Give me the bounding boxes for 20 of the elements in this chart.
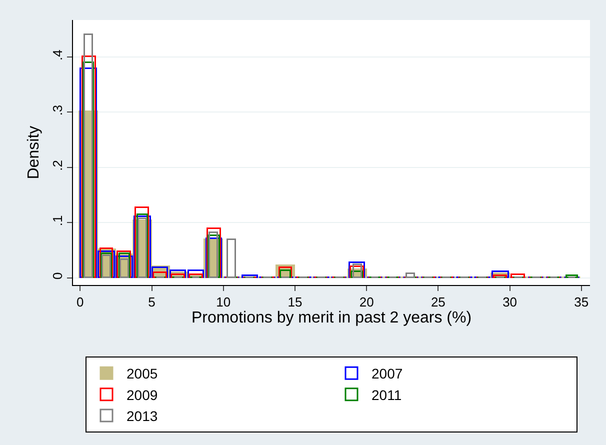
- x-tick-label: 5: [148, 294, 156, 310]
- y-tick-label: .3: [50, 104, 65, 116]
- legend-label: 2013: [126, 408, 158, 424]
- x-tick-label: 35: [574, 294, 589, 310]
- legend-label: 2005: [126, 366, 158, 382]
- x-tick-label: 0: [76, 294, 84, 310]
- x-axis-title: Promotions by merit in past 2 years (%): [191, 310, 472, 327]
- y-axis-title: Density: [26, 126, 43, 180]
- y-tick-label: .4: [50, 50, 65, 60]
- legend-label: 2011: [372, 386, 402, 403]
- y-tick-label: .2: [50, 160, 65, 171]
- x-tick-label: 15: [288, 294, 302, 310]
- y-tick-label: .1: [50, 215, 65, 226]
- x-tick-label: 25: [430, 294, 446, 310]
- legend-label: 2009: [126, 386, 158, 403]
- x-tick-label: 20: [359, 294, 374, 310]
- y-tick-label: 0: [50, 272, 65, 280]
- legend-label: 2007: [372, 366, 403, 382]
- x-tick-label: 30: [502, 294, 518, 310]
- x-tick-label: 10: [216, 294, 231, 310]
